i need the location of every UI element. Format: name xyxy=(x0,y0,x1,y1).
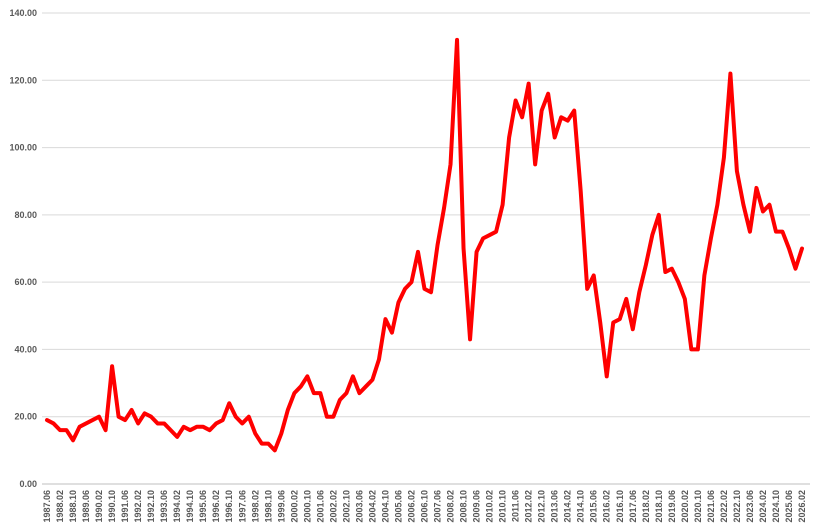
y-tick-label: 0.00 xyxy=(19,479,37,489)
x-tick-label: 2011.06 xyxy=(511,490,521,522)
x-tick-label: 2014.10 xyxy=(576,490,586,523)
x-tick-label: 1988.10 xyxy=(68,490,78,523)
x-tick-label: 2006.10 xyxy=(420,490,430,523)
x-tick-label: 1988.02 xyxy=(55,490,65,523)
x-tick-label: 2026.02 xyxy=(797,490,807,523)
x-tick-label: 2004.02 xyxy=(367,490,377,523)
y-tick-label: 100.00 xyxy=(9,143,37,153)
x-tick-label: 1994.02 xyxy=(172,490,182,523)
x-tick-label: 2022.02 xyxy=(719,490,729,523)
x-tick-label: 2008.02 xyxy=(446,490,456,523)
x-tick-label: 2000.10 xyxy=(302,490,312,523)
y-tick-label: 120.00 xyxy=(9,75,37,85)
x-tick-label: 2010.10 xyxy=(498,490,508,523)
x-tick-label: 1998.10 xyxy=(263,490,273,523)
x-tick-label: 2017.06 xyxy=(628,490,638,523)
x-tick-label: 2018.10 xyxy=(654,490,664,523)
x-tick-label: 1990.10 xyxy=(107,490,117,523)
x-tick-label: 1993.06 xyxy=(159,490,169,523)
x-tick-label: 1991.06 xyxy=(120,490,130,523)
x-tick-label: 2020.02 xyxy=(680,490,690,523)
x-tick-label: 1987.06 xyxy=(42,490,52,523)
x-tick-label: 2024.02 xyxy=(758,490,768,523)
x-tick-label: 2013.06 xyxy=(550,490,560,523)
x-tick-label: 2007.06 xyxy=(433,490,443,523)
x-tick-label: 2012.02 xyxy=(524,490,534,523)
x-tick-label: 2001.06 xyxy=(315,490,325,523)
x-tick-label: 2025.06 xyxy=(784,490,794,523)
x-tick-label: 1997.06 xyxy=(237,490,247,523)
x-tick-label: 2006.02 xyxy=(406,490,416,523)
x-tick-label: 2019.06 xyxy=(667,490,677,523)
x-tick-label: 2024.10 xyxy=(771,490,781,523)
x-tick-label: 2018.02 xyxy=(641,490,651,523)
x-tick-label: 2020.10 xyxy=(693,490,703,523)
x-tick-label: 2015.06 xyxy=(589,490,599,523)
x-tick-label: 2009.06 xyxy=(472,490,482,523)
x-tick-label: 2016.10 xyxy=(615,490,625,523)
x-tick-label: 1989.06 xyxy=(81,490,91,523)
data-line xyxy=(45,37,804,453)
x-tick-label: 1999.06 xyxy=(276,490,286,523)
x-tick-label: 1996.10 xyxy=(224,490,234,523)
x-tick-label: 1992.02 xyxy=(133,490,143,523)
y-tick-label: 20.00 xyxy=(14,412,37,422)
x-tick-label: 2022.10 xyxy=(732,490,742,523)
x-tick-label: 2021.06 xyxy=(706,490,716,523)
x-tick-label: 1994.10 xyxy=(185,490,195,523)
x-tick-label: 2003.06 xyxy=(354,490,364,523)
x-tick-label: 2012.10 xyxy=(537,490,547,523)
x-tick-label: 1990.02 xyxy=(94,490,104,523)
y-tick-label: 60.00 xyxy=(14,277,37,287)
x-tick-label: 1992.10 xyxy=(146,490,156,523)
x-tick-label: 2014.02 xyxy=(563,490,573,523)
x-tick-label: 2002.10 xyxy=(341,490,351,523)
x-tick-label: 1995.06 xyxy=(198,490,208,523)
y-tick-label: 140.00 xyxy=(9,8,37,18)
x-tick-label: 2005.06 xyxy=(393,490,403,523)
x-tick-label: 1998.02 xyxy=(250,490,260,523)
x-tick-label: 2023.06 xyxy=(745,490,755,523)
x-tick-label: 2002.02 xyxy=(328,490,338,523)
x-tick-label: 2010.02 xyxy=(485,490,495,523)
x-tick-label: 2008.10 xyxy=(459,490,469,523)
y-tick-label: 80.00 xyxy=(14,210,37,220)
x-tick-label: 2004.10 xyxy=(380,490,390,523)
x-tick-label: 2000.02 xyxy=(289,490,299,523)
y-tick-label: 40.00 xyxy=(14,344,37,354)
x-tick-label: 2016.02 xyxy=(602,490,612,523)
x-tick-label: 1996.02 xyxy=(211,490,221,523)
